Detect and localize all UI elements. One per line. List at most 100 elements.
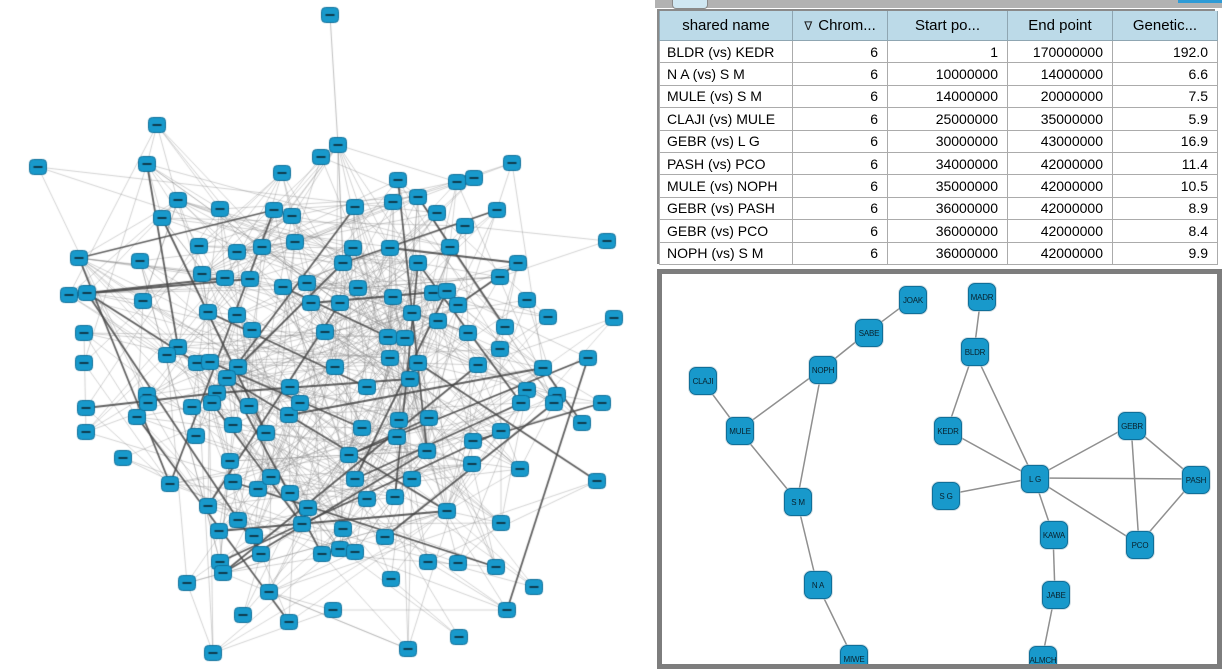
cell-value[interactable]: 6 <box>792 196 888 221</box>
cell-shared-name[interactable]: N A (vs) S M <box>659 62 793 86</box>
cell-value[interactable]: 42000000 <box>1007 196 1113 221</box>
column-header-start-po[interactable]: Start po... <box>887 11 1008 41</box>
table-row[interactable]: GEBR (vs) L G 6 30000000 43000000 16.9 <box>659 129 1218 153</box>
cell-value[interactable]: 6 <box>792 39 888 64</box>
overview-edge-bldr-l-g[interactable] <box>973 350 1035 479</box>
cell-value[interactable]: 20000000 <box>1007 84 1113 109</box>
table-row[interactable]: MULE (vs) S M 6 14000000 20000000 7.5 <box>659 84 1218 109</box>
overview-node-s-g[interactable]: S G <box>932 482 960 510</box>
cell-value[interactable]: 43000000 <box>1007 129 1113 153</box>
overview-node-almch[interactable]: ALMCH <box>1029 646 1057 664</box>
cell-value[interactable]: 14000000 <box>1007 62 1113 86</box>
overview-node-pco[interactable]: PCO <box>1126 531 1154 559</box>
overview-node-miwe[interactable]: MIWE <box>840 645 868 664</box>
cell-value[interactable]: 35000000 <box>1007 107 1113 131</box>
dense-network-canvas[interactable] <box>0 0 655 669</box>
overview-node-jabe[interactable]: JABE <box>1042 581 1070 609</box>
overview-node-label: PCO <box>1131 540 1149 550</box>
column-header-end-point[interactable]: End point <box>1007 11 1113 41</box>
column-header-chrom[interactable]: ∇ Chrom... <box>792 11 888 41</box>
cell-value[interactable]: 42000000 <box>1007 151 1113 176</box>
cell-value[interactable]: 6 <box>792 84 888 109</box>
overview-node-kawa[interactable]: KAWA <box>1040 521 1068 549</box>
overview-node-label: KEDR <box>937 426 959 436</box>
overview-node-joak[interactable]: JOAK <box>899 286 927 314</box>
column-header-label: Start po... <box>914 17 981 34</box>
overview-node-l-g[interactable]: L G <box>1021 465 1049 493</box>
cell-value[interactable]: 35000000 <box>887 174 1008 198</box>
cell-value[interactable]: 11.4 <box>1112 151 1218 176</box>
cell-shared-name[interactable]: BLDR (vs) KEDR <box>659 39 793 64</box>
table-row[interactable]: N A (vs) S M 6 10000000 14000000 6.6 <box>659 62 1218 86</box>
cell-value[interactable]: 42000000 <box>1007 241 1113 265</box>
cell-shared-name[interactable]: GEBR (vs) PCO <box>659 219 793 243</box>
cell-value[interactable]: 1 <box>887 39 1008 64</box>
cell-value[interactable]: 34000000 <box>887 151 1008 176</box>
overview-node-n-a[interactable]: N A <box>804 571 832 599</box>
cell-value[interactable]: 8.9 <box>1112 196 1218 221</box>
column-header-genetic[interactable]: Genetic... <box>1112 11 1218 41</box>
cell-value[interactable]: 5.9 <box>1112 107 1218 131</box>
overview-node-bldr[interactable]: BLDR <box>961 338 989 366</box>
overview-edge-l-g-pash[interactable] <box>1033 477 1196 480</box>
cell-value[interactable]: 14000000 <box>887 84 1008 109</box>
overview-edge-l-g-pco[interactable] <box>1033 477 1140 545</box>
cell-value[interactable]: 16.9 <box>1112 129 1218 153</box>
cell-shared-name[interactable]: CLAJI (vs) MULE <box>659 107 793 131</box>
table-row[interactable]: PASH (vs) PCO 6 34000000 42000000 11.4 <box>659 151 1218 176</box>
overview-node-s-m[interactable]: S M <box>784 488 812 516</box>
cell-value[interactable]: 36000000 <box>887 196 1008 221</box>
overview-node-madr[interactable]: MADR <box>968 283 996 311</box>
column-header-label: End point <box>1028 17 1092 34</box>
overview-edge-noph-s-m[interactable] <box>796 368 823 502</box>
cell-value[interactable]: 25000000 <box>887 107 1008 131</box>
cell-value[interactable]: 6 <box>792 151 888 176</box>
cell-shared-name[interactable]: PASH (vs) PCO <box>659 151 793 176</box>
overview-node-sabe[interactable]: SABE <box>855 319 883 347</box>
tab-fragment[interactable] <box>672 0 708 9</box>
overview-node-label: S M <box>791 497 805 507</box>
cell-value[interactable]: 6 <box>792 174 888 198</box>
cell-value[interactable]: 9.9 <box>1112 241 1218 265</box>
table-row[interactable]: GEBR (vs) PCO 6 36000000 42000000 8.4 <box>659 219 1218 243</box>
overview-node-noph[interactable]: NOPH <box>809 356 837 384</box>
table-row[interactable]: MULE (vs) NOPH 6 35000000 42000000 10.5 <box>659 174 1218 198</box>
cell-value[interactable]: 7.5 <box>1112 84 1218 109</box>
cell-shared-name[interactable]: NOPH (vs) S M <box>659 241 793 265</box>
cell-value[interactable]: 36000000 <box>887 241 1008 265</box>
cell-value[interactable]: 10000000 <box>887 62 1008 86</box>
cell-value[interactable]: 6.6 <box>1112 62 1218 86</box>
cell-value[interactable]: 192.0 <box>1112 39 1218 64</box>
overview-node-mule[interactable]: MULE <box>726 417 754 445</box>
cell-value[interactable]: 36000000 <box>887 219 1008 243</box>
cell-shared-name[interactable]: GEBR (vs) L G <box>659 129 793 153</box>
overview-node-kedr[interactable]: KEDR <box>934 417 962 445</box>
cell-value[interactable]: 42000000 <box>1007 219 1113 243</box>
cell-value[interactable]: 170000000 <box>1007 39 1113 64</box>
cell-shared-name[interactable]: MULE (vs) S M <box>659 84 793 109</box>
cell-value[interactable]: 6 <box>792 241 888 265</box>
cell-value[interactable]: 6 <box>792 62 888 86</box>
cell-shared-name[interactable]: MULE (vs) NOPH <box>659 174 793 198</box>
overview-node-label: N A <box>811 580 825 590</box>
filter-icon[interactable]: ∇ <box>804 19 813 33</box>
table-row[interactable]: CLAJI (vs) MULE 6 25000000 35000000 5.9 <box>659 107 1218 131</box>
cell-value[interactable]: 42000000 <box>1007 174 1113 198</box>
cell-value[interactable]: 6 <box>792 129 888 153</box>
column-header-shared-name[interactable]: shared name <box>659 11 793 41</box>
table-row[interactable]: BLDR (vs) KEDR 6 1 170000000 192.0 <box>659 39 1218 64</box>
table-row[interactable]: NOPH (vs) S M 6 36000000 42000000 9.9 <box>659 241 1218 265</box>
overview-node-label: L G <box>1029 474 1041 484</box>
overview-node-pash[interactable]: PASH <box>1182 466 1210 494</box>
cell-shared-name[interactable]: GEBR (vs) PASH <box>659 196 793 221</box>
cell-value[interactable]: 8.4 <box>1112 219 1218 243</box>
overview-edge-gebr-pco[interactable] <box>1130 424 1140 545</box>
overview-edge-l-g-gebr[interactable] <box>1033 424 1132 479</box>
cell-value[interactable]: 30000000 <box>887 129 1008 153</box>
table-row[interactable]: GEBR (vs) PASH 6 36000000 42000000 8.9 <box>659 196 1218 221</box>
overview-node-claji[interactable]: CLAJI <box>689 367 717 395</box>
cell-value[interactable]: 6 <box>792 219 888 243</box>
cell-value[interactable]: 6 <box>792 107 888 131</box>
cell-value[interactable]: 10.5 <box>1112 174 1218 198</box>
overview-node-gebr[interactable]: GEBR <box>1118 412 1146 440</box>
